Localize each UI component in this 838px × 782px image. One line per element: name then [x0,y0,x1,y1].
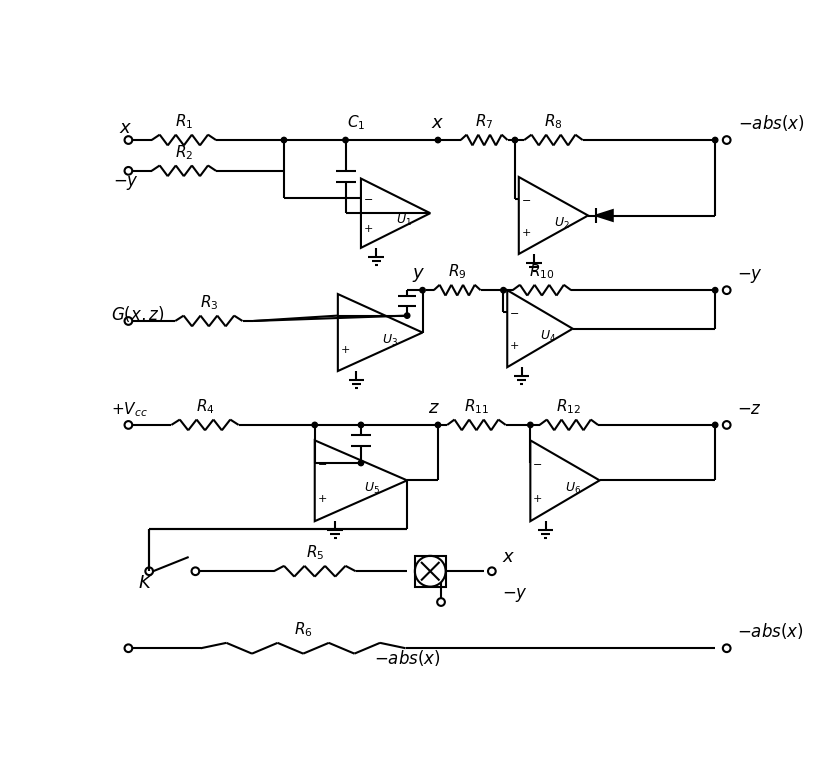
Text: $-abs(x)$: $-abs(x)$ [374,647,441,668]
Circle shape [512,138,518,143]
Text: $x$: $x$ [502,548,515,566]
Text: $-$: $-$ [317,458,327,468]
Circle shape [312,422,318,428]
Circle shape [282,138,287,143]
Text: $R_{12}$: $R_{12}$ [556,397,582,416]
Text: $R_6$: $R_6$ [294,620,313,639]
Circle shape [435,138,441,143]
Text: $R_3$: $R_3$ [199,293,218,312]
Text: $-abs(x)$: $-abs(x)$ [738,113,805,133]
Text: $-$: $-$ [363,193,373,203]
Text: $U_2$: $U_2$ [554,216,570,231]
Text: $-$: $-$ [339,310,349,321]
Circle shape [528,422,533,428]
Text: $+$: $+$ [339,344,349,355]
Text: $-$: $-$ [520,194,530,203]
Text: $G(x,z)$: $G(x,z)$ [111,304,164,325]
Text: $+$: $+$ [510,340,520,351]
Text: $-$: $-$ [510,307,520,317]
Text: $R_9$: $R_9$ [447,262,467,281]
Polygon shape [596,210,613,221]
Text: $R_2$: $R_2$ [174,143,193,162]
Text: $-$: $-$ [532,458,542,468]
Circle shape [343,138,349,143]
Circle shape [435,422,441,428]
Text: $K$: $K$ [137,574,153,592]
Text: $-y$: $-y$ [737,267,763,285]
Text: $R_7$: $R_7$ [475,112,494,131]
Text: $-y$: $-y$ [502,586,528,604]
Circle shape [405,313,410,318]
Text: $-y$: $-y$ [113,174,139,192]
Text: $R_{11}$: $R_{11}$ [464,397,489,416]
Circle shape [420,288,425,293]
Circle shape [359,422,364,428]
Text: $R_8$: $R_8$ [544,112,563,131]
Circle shape [712,138,718,143]
Text: $+V_{cc}$: $+V_{cc}$ [111,400,147,419]
Text: $U_5$: $U_5$ [364,480,380,496]
Text: $U_4$: $U_4$ [540,329,556,344]
Text: $U_3$: $U_3$ [382,332,398,348]
Text: $z$: $z$ [428,399,440,417]
Circle shape [712,422,718,428]
Text: $U_6$: $U_6$ [566,480,582,496]
Text: $y$: $y$ [412,266,426,284]
Text: $C_1$: $C_1$ [347,113,365,132]
Text: $+$: $+$ [317,493,327,504]
Text: $R_5$: $R_5$ [306,543,324,562]
Text: $-z$: $-z$ [737,400,762,418]
Text: $R_1$: $R_1$ [174,112,193,131]
Text: $U_1$: $U_1$ [396,213,411,228]
Text: $x$: $x$ [120,119,132,137]
Text: $+$: $+$ [520,227,530,238]
Text: $x$: $x$ [432,113,445,131]
Circle shape [500,288,506,293]
Text: $R_4$: $R_4$ [195,397,215,416]
Text: $+$: $+$ [363,223,373,234]
Text: $+$: $+$ [532,493,542,504]
Circle shape [359,461,364,465]
Text: $R_{10}$: $R_{10}$ [529,262,555,281]
Circle shape [712,288,718,293]
Text: $-abs(x)$: $-abs(x)$ [737,622,804,641]
